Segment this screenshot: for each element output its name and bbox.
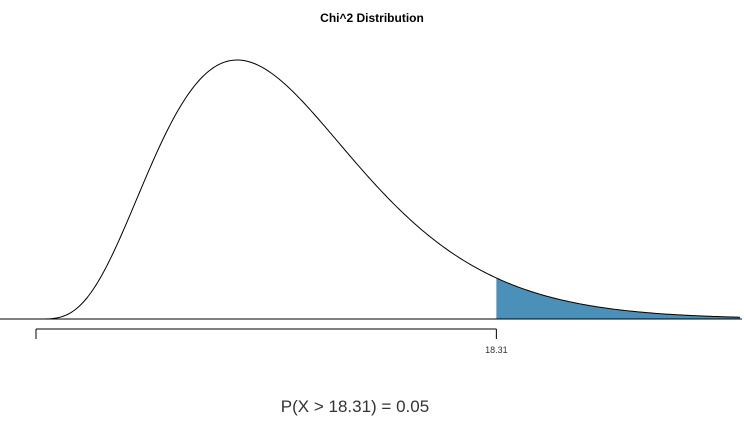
- chart-title: Chi^2 Distribution: [320, 11, 424, 25]
- probability-label: P(X > 18.31) = 0.05: [281, 397, 429, 416]
- density-curve: [0, 59, 741, 320]
- critical-value-tick-label: 18.31: [485, 345, 508, 355]
- x-axis: [35, 328, 497, 339]
- upper-tail-shaded-area: [496, 277, 740, 319]
